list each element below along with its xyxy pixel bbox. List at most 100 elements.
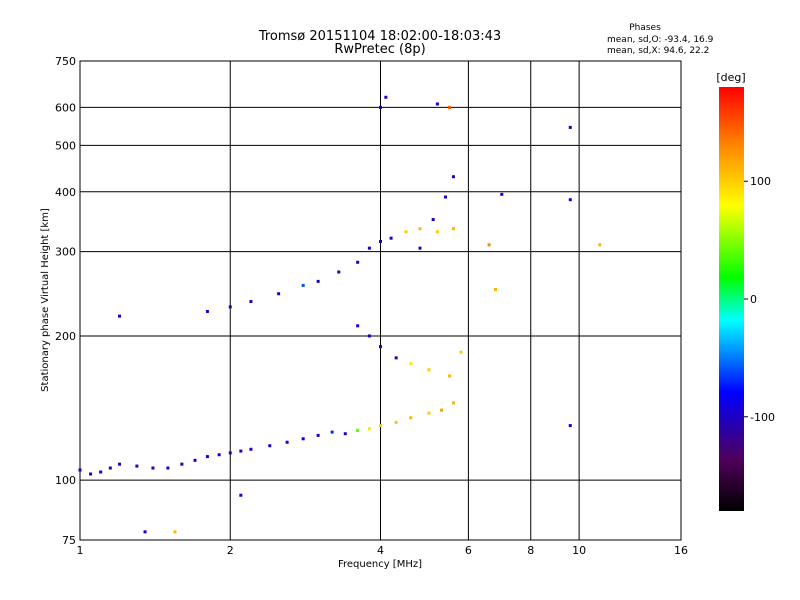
x-tick-label: 8 bbox=[527, 544, 534, 557]
data-point bbox=[356, 324, 360, 328]
data-point bbox=[568, 198, 572, 202]
data-point bbox=[228, 305, 232, 309]
data-point bbox=[89, 472, 93, 476]
data-point bbox=[205, 309, 209, 313]
chart-title: Tromsø 20151104 18:02:00-18:03:43 bbox=[258, 29, 501, 44]
data-point bbox=[249, 300, 253, 304]
data-point bbox=[568, 125, 572, 129]
data-point bbox=[440, 408, 444, 412]
data-point bbox=[118, 314, 122, 318]
data-point bbox=[356, 260, 360, 264]
data-point bbox=[568, 424, 572, 428]
data-point bbox=[228, 451, 232, 455]
y-tick-label: 200 bbox=[55, 330, 76, 343]
colorbar bbox=[719, 87, 744, 511]
x-axis-ticks: 1 2 4 6 8 10 16 bbox=[77, 544, 689, 557]
y-axis-label: Stationary phase Virtual Height [km] bbox=[40, 208, 51, 392]
data-point bbox=[409, 362, 413, 366]
data-point bbox=[193, 458, 197, 462]
y-tick-label: 500 bbox=[55, 139, 76, 152]
data-point bbox=[500, 192, 504, 196]
data-point bbox=[487, 243, 491, 247]
data-point bbox=[367, 246, 371, 250]
y-tick-label: 75 bbox=[62, 534, 76, 547]
data-point bbox=[379, 424, 382, 428]
data-point bbox=[316, 279, 320, 283]
y-tick-label: 750 bbox=[55, 55, 76, 68]
data-point bbox=[394, 356, 398, 360]
data-point bbox=[427, 411, 431, 415]
data-point bbox=[239, 493, 243, 497]
data-point bbox=[118, 462, 122, 466]
data-point bbox=[301, 283, 305, 287]
data-point bbox=[135, 464, 139, 468]
data-point bbox=[180, 462, 184, 466]
data-point bbox=[285, 440, 289, 444]
data-point bbox=[418, 246, 422, 250]
data-point bbox=[356, 428, 360, 432]
colorbar-label: [deg] bbox=[716, 71, 745, 84]
data-point bbox=[394, 420, 398, 424]
data-point bbox=[451, 401, 455, 405]
data-point bbox=[427, 368, 431, 372]
data-point bbox=[143, 530, 147, 534]
chart-subtitle: RwPretec (8p) bbox=[334, 42, 425, 57]
data-point bbox=[448, 374, 452, 378]
data-point bbox=[379, 239, 382, 243]
data-point bbox=[404, 230, 408, 234]
data-point bbox=[268, 444, 272, 448]
data-point bbox=[277, 292, 281, 296]
colorbar-tick-label: -100 bbox=[750, 411, 775, 424]
data-point bbox=[409, 416, 413, 420]
x-tick-label: 2 bbox=[227, 544, 234, 557]
x-tick-label: 16 bbox=[674, 544, 688, 557]
phase-stats-x: mean, sd,X: 94.6, 22.2 bbox=[607, 46, 709, 56]
data-point bbox=[99, 470, 103, 474]
data-point bbox=[239, 449, 243, 453]
x-tick-label: 10 bbox=[572, 544, 586, 557]
data-point bbox=[337, 270, 341, 274]
y-axis-ticks: 75 100 200 300 400 500 600 750 bbox=[55, 55, 76, 547]
data-point bbox=[598, 243, 602, 247]
colorbar-ticks: 100 0 -100 bbox=[744, 175, 775, 424]
grid-lines bbox=[79, 60, 682, 540]
phase-stats-o: mean, sd,O: -93.4, 16.9 bbox=[607, 35, 714, 45]
data-point bbox=[444, 195, 448, 199]
data-point bbox=[108, 466, 112, 470]
data-point bbox=[459, 350, 463, 354]
data-point bbox=[173, 530, 177, 534]
data-point bbox=[435, 230, 439, 234]
data-point bbox=[205, 455, 209, 459]
data-point bbox=[494, 288, 498, 292]
y-tick-label: 300 bbox=[55, 246, 76, 259]
data-point bbox=[379, 105, 382, 109]
data-point bbox=[451, 227, 455, 231]
data-point bbox=[379, 345, 382, 349]
colorbar-tick-label: 0 bbox=[750, 293, 757, 306]
y-tick-label: 100 bbox=[55, 474, 76, 487]
data-point bbox=[151, 466, 155, 470]
data-point bbox=[384, 95, 388, 99]
data-point bbox=[249, 447, 253, 451]
data-point bbox=[330, 430, 334, 434]
colorbar-tick-label: 100 bbox=[750, 175, 771, 188]
x-tick-label: 6 bbox=[465, 544, 472, 557]
data-point bbox=[435, 102, 439, 106]
data-point bbox=[418, 227, 422, 231]
x-axis-label: Frequency [MHz] bbox=[338, 559, 422, 570]
data-point bbox=[431, 218, 435, 222]
data-point bbox=[367, 427, 371, 431]
data-point bbox=[217, 453, 221, 457]
x-tick-label: 4 bbox=[377, 544, 384, 557]
data-point bbox=[166, 466, 170, 470]
data-point bbox=[389, 236, 393, 240]
data-point bbox=[448, 105, 452, 109]
data-point bbox=[367, 334, 371, 338]
x-tick-label: 1 bbox=[77, 544, 84, 557]
data-point bbox=[78, 468, 82, 472]
y-tick-label: 400 bbox=[55, 186, 76, 199]
data-point bbox=[301, 437, 305, 441]
phase-stats-heading: Phases bbox=[629, 23, 661, 33]
data-point bbox=[316, 433, 320, 437]
